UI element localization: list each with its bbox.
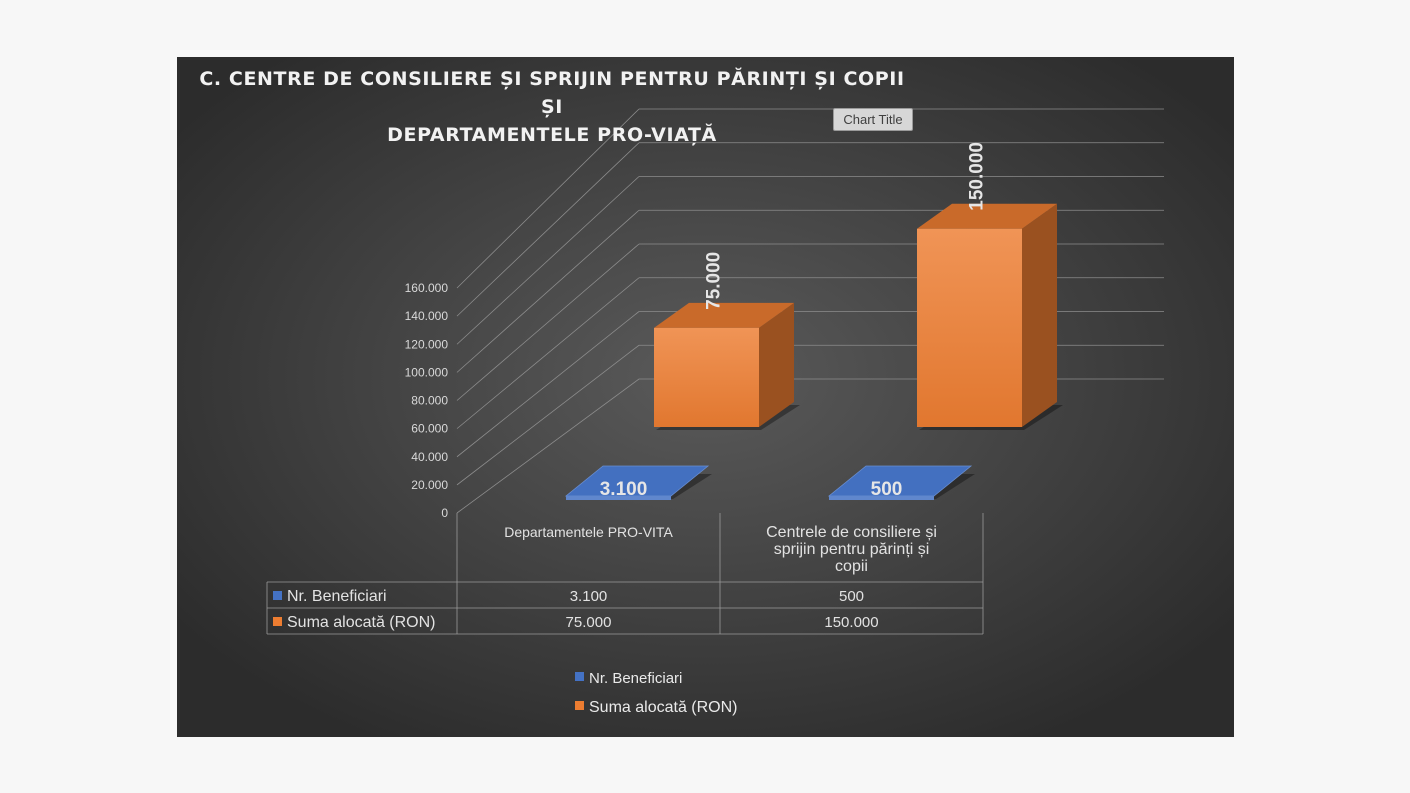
chart-area: 0 20.000 40.000 60.000 80.000 100.000 120.000 1… <box>177 57 1234 737</box>
y-tick-label: 60.000 <box>411 422 448 436</box>
gridline-depth <box>456 243 640 401</box>
y-tick-label: 160.000 <box>405 281 449 295</box>
table-cell: 500 <box>839 588 864 605</box>
gridline-depth <box>456 142 640 317</box>
table-cell: 150.000 <box>824 614 878 631</box>
data-label: 500 <box>871 479 903 500</box>
chart-title-placeholder[interactable]: Chart Title <box>833 108 913 131</box>
table-legend-key <box>273 591 282 600</box>
bar-top <box>917 203 1057 229</box>
table-row-header: Suma alocată (RON) <box>287 614 436 631</box>
chart-plot: 0 20.000 40.000 60.000 80.000 100.000 120.000 1… <box>266 108 1164 635</box>
legend-swatch <box>575 672 584 682</box>
bar: 150.000 <box>917 142 1063 430</box>
gridline-depth <box>456 378 640 514</box>
series-0: 3.100 500 <box>564 465 975 500</box>
legend-label: Suma alocată (RON) <box>589 699 738 716</box>
table-category-label: Departamentele PRO-VITA <box>504 524 673 540</box>
gridline-depth <box>456 344 640 486</box>
gridline-depth <box>456 311 640 458</box>
y-axis: 0 20.000 40.000 60.000 80.000 100.000 120.000 1… <box>405 281 449 520</box>
table-category-label: Centrele de consiliere și sprijin pentru … <box>766 524 937 575</box>
data-label: 150.000 <box>967 142 988 211</box>
legend-item: Nr. Beneficiari <box>575 669 682 689</box>
chart-title-line-1: C. CENTRE DE CONSILIERE ȘI SPRIJIN PENTR… <box>199 68 905 118</box>
y-tick-label: 120.000 <box>405 337 449 351</box>
table-legend-key <box>273 617 282 626</box>
y-tick-label: 140.000 <box>405 309 449 323</box>
bar: 500 <box>827 465 975 500</box>
gridline-depth <box>456 277 640 429</box>
legend-item: Suma alocată (RON) <box>575 698 738 718</box>
bar: 3.100 <box>564 465 712 500</box>
gridline-depth <box>456 108 640 289</box>
gridlines <box>456 108 1164 514</box>
data-table: Departamentele PRO-VITA Centrele de consi… <box>266 513 984 635</box>
series-1: 75.000 150.000 <box>654 142 1063 430</box>
chart-title-line-2: DEPARTAMENTELE PRO-VIAȚĂ <box>387 124 717 146</box>
y-tick-label: 80.000 <box>411 394 448 408</box>
data-label: 3.100 <box>600 479 648 500</box>
y-tick-label: 20.000 <box>411 478 448 492</box>
bar-front <box>566 496 671 500</box>
table-cell: 75.000 <box>566 614 612 631</box>
bar: 75.000 <box>654 252 800 430</box>
bar-front <box>654 327 759 427</box>
y-tick-label: 0 <box>441 506 448 520</box>
bar-side <box>759 302 794 427</box>
bar-front <box>917 228 1022 427</box>
y-tick-label: 40.000 <box>411 450 448 464</box>
chart-title: C. CENTRE DE CONSILIERE ȘI SPRIJIN PENTR… <box>187 65 917 149</box>
gridline-depth <box>456 176 640 345</box>
bar-side <box>1022 203 1057 427</box>
table-cell: 3.100 <box>570 588 608 605</box>
y-tick-label: 100.000 <box>405 365 449 379</box>
bar-top <box>654 302 794 328</box>
bar-front <box>829 496 934 500</box>
table-row-header: Nr. Beneficiari <box>287 588 387 605</box>
data-label: 75.000 <box>704 252 725 310</box>
gridline-depth <box>456 209 640 373</box>
legend-swatch <box>575 701 584 711</box>
legend-label: Nr. Beneficiari <box>589 670 683 687</box>
